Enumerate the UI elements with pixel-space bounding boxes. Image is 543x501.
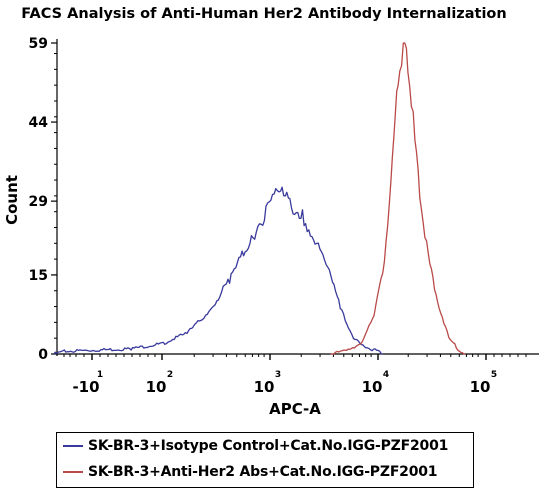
- legend: SK-BR-3+Isotype Control+Cat.No.IGG-PZF20…: [56, 432, 474, 488]
- chart-title: FACS Analysis of Anti-Human Her2 Antibod…: [21, 6, 506, 22]
- axes: [56, 39, 539, 356]
- y-tick-label: 0: [38, 347, 48, 363]
- x-tick-label: 105: [470, 370, 498, 396]
- x-tick-base: 10: [470, 378, 491, 396]
- x-tick-exponent: 2: [167, 370, 173, 380]
- x-tick-exponent: 1: [97, 370, 103, 380]
- x-tick-base: 10: [146, 378, 167, 396]
- x-tick-exponent: 5: [491, 370, 497, 380]
- y-tick-label: 15: [29, 268, 48, 284]
- x-tick-label: -101: [72, 370, 103, 396]
- x-tick-base: 10: [362, 378, 383, 396]
- legend-item: SK-BR-3+Isotype Control+Cat.No.IGG-PZF20…: [63, 435, 448, 457]
- x-tick-base: 10: [254, 378, 275, 396]
- y-tick-label: 29: [29, 194, 48, 210]
- x-tick-base: -10: [72, 378, 99, 396]
- x-tick-label: 102: [146, 370, 174, 396]
- series-line-anti-her2: [330, 42, 466, 355]
- y-tick-label: 44: [29, 115, 49, 131]
- x-tick-exponent: 4: [383, 370, 389, 380]
- x-tick-exponent: 3: [275, 370, 281, 380]
- x-tick-label: 103: [254, 370, 282, 396]
- series-layer: [53, 42, 466, 355]
- y-axis-label: Count: [3, 175, 21, 225]
- x-tick-label: 104: [362, 370, 390, 396]
- series-line-isotype: [53, 186, 384, 355]
- legend-swatch-isotype: [63, 445, 83, 447]
- legend-swatch-anti-her2: [63, 471, 83, 473]
- y-axis-ticks: 0 15 29 44 59: [29, 36, 57, 363]
- facs-histogram-chart: FACS Analysis of Anti-Human Her2 Antibod…: [3, 6, 539, 418]
- legend-label-anti-her2: SK-BR-3+Anti-Her2 Abs+Cat.No.IGG-PZF2001: [88, 464, 438, 480]
- legend-label-isotype: SK-BR-3+Isotype Control+Cat.No.IGG-PZF20…: [88, 438, 449, 454]
- legend-item: SK-BR-3+Anti-Her2 Abs+Cat.No.IGG-PZF2001: [63, 461, 438, 483]
- x-axis-label: APC-A: [269, 400, 321, 418]
- y-tick-label: 59: [29, 36, 48, 52]
